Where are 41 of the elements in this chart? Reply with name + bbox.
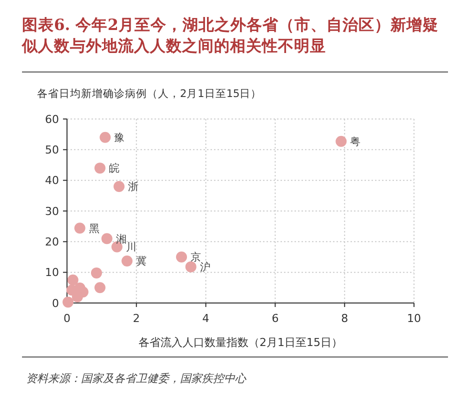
annotation: 川 [126, 240, 137, 254]
annotation: 黑 [88, 222, 100, 235]
point [94, 162, 106, 174]
x-tick-label: 6 [272, 312, 279, 325]
annotation: 粤 [350, 136, 362, 148]
y-tick-label: 30 [45, 204, 59, 218]
y-tick-label: 40 [45, 174, 59, 188]
annotation: 京 [190, 250, 202, 264]
x-tick-label: 8 [341, 312, 348, 325]
point [67, 274, 78, 286]
point [185, 261, 196, 272]
point [74, 222, 86, 234]
y-tick-label: 50 [45, 144, 59, 157]
annotation: 沪 [200, 260, 211, 274]
x-axis-title: 各省流入人口数量指数（2月1日至15日） [138, 336, 342, 349]
annotation: 皖 [108, 162, 120, 175]
annotation: 湘 [116, 232, 127, 246]
x-tick-label: 4 [202, 312, 210, 325]
y-tick-label: 10 [45, 266, 59, 280]
point [114, 180, 125, 192]
annotation: 浙 [128, 180, 140, 194]
point [176, 252, 188, 262]
point [122, 255, 133, 266]
y-tick-label: 0 [52, 296, 59, 310]
point [100, 132, 111, 143]
text: 资料来源：国家及各省卫健委，国家疾控中心 [26, 372, 247, 385]
x-tick-label: 0 [64, 312, 70, 325]
point [90, 267, 102, 278]
y-tick-label: 60 [45, 112, 59, 126]
point [101, 233, 112, 244]
chart-title: 图表6. 今年2月至今，湖北之外各省（市、自治区）新增疑似人数与外地流入人数之间的相关性不明显 [21, 15, 438, 55]
x-tick-label: 10 [407, 312, 421, 325]
y-axis-title: 各省日均新增确诊病例（人，2月1日至15日） [37, 87, 262, 100]
point [72, 291, 83, 302]
point [94, 282, 106, 294]
x-tick-label: 2 [132, 312, 140, 325]
y-tick-label: 20 [45, 236, 59, 249]
point [336, 136, 347, 147]
point [62, 296, 74, 308]
annotation: 豫 [114, 132, 126, 144]
annotation: 冀 [136, 254, 148, 268]
